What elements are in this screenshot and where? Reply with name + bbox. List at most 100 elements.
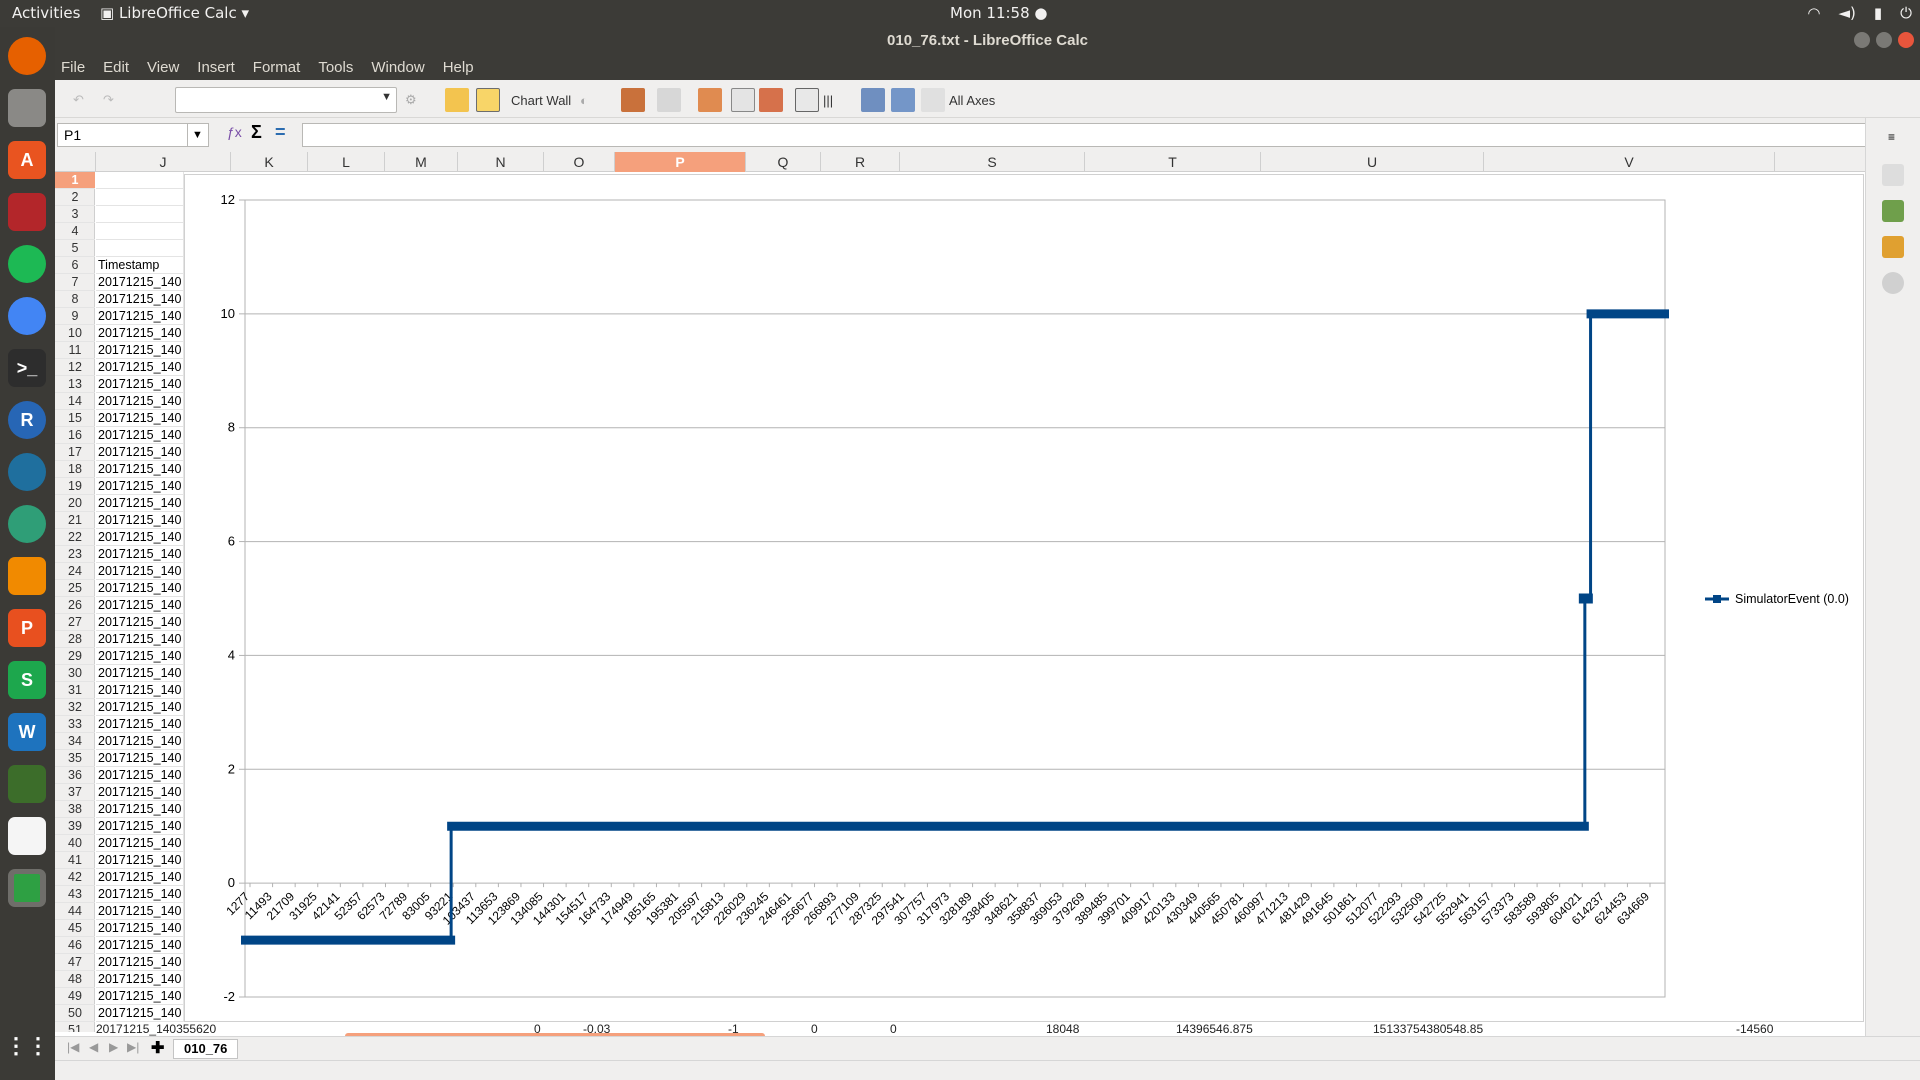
- row-header[interactable]: 20: [55, 495, 95, 512]
- terminal-icon[interactable]: >_: [8, 349, 46, 387]
- row-header[interactable]: 22: [55, 529, 95, 546]
- row-header[interactable]: 27: [55, 614, 95, 631]
- cell-j[interactable]: 20171215_140: [96, 563, 184, 580]
- row-header[interactable]: 18: [55, 461, 95, 478]
- row-header[interactable]: 44: [55, 903, 95, 920]
- cell-j[interactable]: 20171215_140: [96, 937, 184, 954]
- cell-j[interactable]: 20171215_140: [96, 869, 184, 886]
- presentation-icon[interactable]: P: [8, 609, 46, 647]
- column-header[interactable]: M: [385, 152, 458, 172]
- row-header[interactable]: 49: [55, 988, 95, 1005]
- row-header[interactable]: 12: [55, 359, 95, 376]
- cell-j[interactable]: [96, 189, 184, 206]
- sum-icon[interactable]: Σ: [251, 122, 262, 142]
- sheet-tab[interactable]: 010_76: [173, 1039, 239, 1059]
- column-header-selected[interactable]: P: [615, 152, 746, 172]
- row-header[interactable]: 32: [55, 699, 95, 716]
- row-header[interactable]: 48: [55, 971, 95, 988]
- row-header[interactable]: 43: [55, 886, 95, 903]
- column-header[interactable]: V: [1484, 152, 1775, 172]
- title-icon[interactable]: [698, 88, 722, 112]
- row-header[interactable]: 8: [55, 291, 95, 308]
- cell-j[interactable]: 20171215_140: [96, 716, 184, 733]
- cell-j[interactable]: 20171215_140: [96, 427, 184, 444]
- writer-app-icon[interactable]: W: [8, 713, 46, 751]
- cell-j[interactable]: 20171215_140: [96, 886, 184, 903]
- cell-j[interactable]: 20171215_140: [96, 512, 184, 529]
- pycharm-icon[interactable]: [8, 765, 46, 803]
- cell-j[interactable]: 20171215_140: [96, 971, 184, 988]
- column-header[interactable]: S: [900, 152, 1085, 172]
- first-sheet-icon[interactable]: |◀: [67, 1040, 80, 1054]
- line-chart[interactable]: 121086420-212771149321709319254214152357…: [185, 175, 1865, 1023]
- 3d-view-icon[interactable]: ◐: [580, 92, 588, 108]
- chart-wall-icon[interactable]: [476, 88, 500, 112]
- cell-j[interactable]: 20171215_140: [96, 461, 184, 478]
- row-header[interactable]: 41: [55, 852, 95, 869]
- cell-j[interactable]: 20171215_140: [96, 342, 184, 359]
- row-header[interactable]: 7: [55, 274, 95, 291]
- cell-j[interactable]: 20171215_140: [96, 529, 184, 546]
- clock[interactable]: Mon 11:58 ●: [950, 4, 1048, 22]
- format-selection-icon[interactable]: ⚙: [405, 92, 417, 107]
- cell-j[interactable]: 20171215_140: [96, 580, 184, 597]
- cell-j[interactable]: 20171215_140: [96, 733, 184, 750]
- cell-j[interactable]: 20171215_140: [96, 393, 184, 410]
- row-header[interactable]: 4: [55, 223, 95, 240]
- function-wizard-icon[interactable]: ƒx: [227, 124, 242, 140]
- cell-j[interactable]: 20171215_140: [96, 682, 184, 699]
- maximize-button[interactable]: [1876, 32, 1892, 48]
- row-header[interactable]: 30: [55, 665, 95, 682]
- chart-type-icon[interactable]: [445, 88, 469, 112]
- cell-j[interactable]: 20171215_140: [96, 818, 184, 835]
- column-header[interactable]: O: [544, 152, 615, 172]
- row-header[interactable]: 23: [55, 546, 95, 563]
- row-header[interactable]: 24: [55, 563, 95, 580]
- sync-icon[interactable]: [8, 453, 46, 491]
- chevron-down-icon[interactable]: ▼: [187, 124, 207, 146]
- cell-j[interactable]: [96, 223, 184, 240]
- activities-button[interactable]: Activities: [12, 4, 81, 22]
- row-header[interactable]: 50: [55, 1005, 95, 1022]
- document-icon[interactable]: [8, 817, 46, 855]
- vlc-icon[interactable]: [8, 557, 46, 595]
- cell-j[interactable]: 20171215_140: [96, 376, 184, 393]
- navigator-icon[interactable]: [1882, 272, 1904, 294]
- row-header[interactable]: 14: [55, 393, 95, 410]
- row-header[interactable]: 29: [55, 648, 95, 665]
- cell-j[interactable]: 20171215_140: [96, 614, 184, 631]
- data-table-icon[interactable]: [621, 88, 645, 112]
- menu-help[interactable]: Help: [442, 58, 474, 76]
- cell-j[interactable]: 20171215_140: [96, 495, 184, 512]
- app-icon[interactable]: [8, 193, 46, 231]
- row-header[interactable]: 25: [55, 580, 95, 597]
- menu-format[interactable]: Format: [252, 58, 301, 76]
- cell-j[interactable]: 20171215_140: [96, 835, 184, 852]
- app-menu[interactable]: ▣ LibreOffice Calc ▾: [100, 4, 250, 22]
- cell-j[interactable]: 20171215_140: [96, 291, 184, 308]
- menu-insert[interactable]: Insert: [197, 58, 235, 76]
- row-header[interactable]: 31: [55, 682, 95, 699]
- all-axes-label[interactable]: All Axes: [949, 92, 996, 108]
- row-header[interactable]: 28: [55, 631, 95, 648]
- row-header[interactable]: 13: [55, 376, 95, 393]
- libreoffice-calc-icon[interactable]: [8, 869, 46, 907]
- chart-wall-label[interactable]: Chart Wall: [511, 92, 572, 108]
- chrome-icon[interactable]: [8, 297, 46, 335]
- x-axis-icon[interactable]: [861, 88, 885, 112]
- row-header[interactable]: 1: [55, 172, 95, 189]
- properties-icon[interactable]: [1882, 164, 1904, 186]
- cell-j[interactable]: 20171215_140: [96, 699, 184, 716]
- spreadsheet-app-icon[interactable]: S: [8, 661, 46, 699]
- row-header[interactable]: 5: [55, 240, 95, 257]
- cell-j[interactable]: 20171215_140: [96, 920, 184, 937]
- cell-j[interactable]: 20171215_140: [96, 325, 184, 342]
- column-header[interactable]: T: [1085, 152, 1261, 172]
- add-sheet-icon[interactable]: ✚: [151, 1040, 165, 1057]
- gallery-icon[interactable]: [1882, 236, 1904, 258]
- menu-edit[interactable]: Edit: [103, 58, 130, 76]
- chart-element-select[interactable]: ▼: [175, 87, 397, 113]
- cell-j[interactable]: [96, 206, 184, 223]
- cell-j[interactable]: 20171215_140: [96, 852, 184, 869]
- cell-j[interactable]: 20171215_140: [96, 750, 184, 767]
